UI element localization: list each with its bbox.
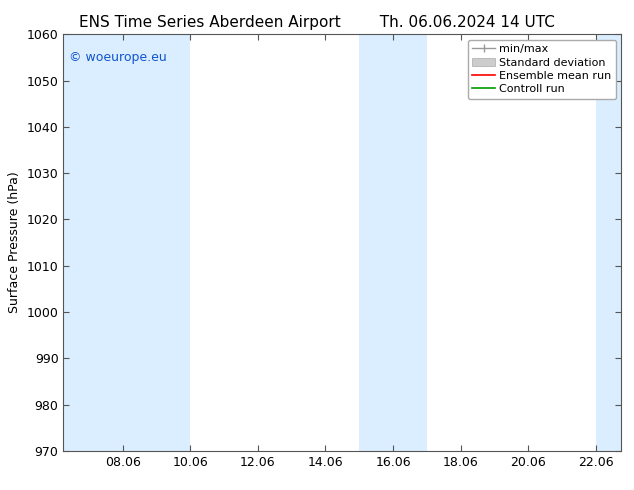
Bar xyxy=(63,34,190,451)
Legend: min/max, Standard deviation, Ensemble mean run, Controll run: min/max, Standard deviation, Ensemble me… xyxy=(468,40,616,99)
Text: © woeurope.eu: © woeurope.eu xyxy=(69,51,167,64)
Y-axis label: Surface Pressure (hPa): Surface Pressure (hPa) xyxy=(8,172,21,314)
Bar xyxy=(596,34,621,451)
Bar xyxy=(359,34,427,451)
Text: ENS Time Series Aberdeen Airport        Th. 06.06.2024 14 UTC: ENS Time Series Aberdeen Airport Th. 06.… xyxy=(79,15,555,30)
